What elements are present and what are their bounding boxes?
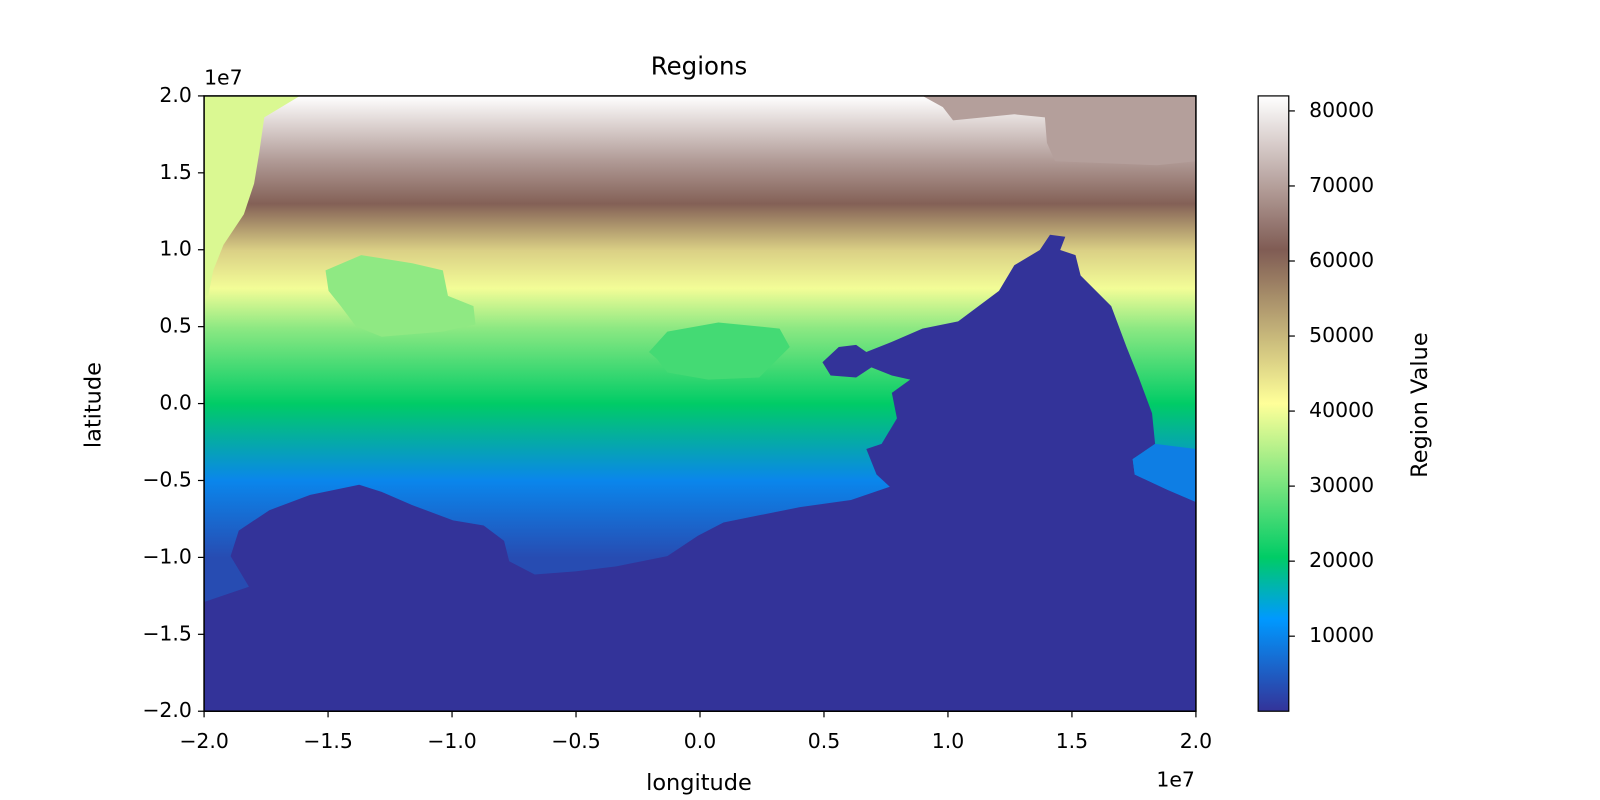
x-tick-label: −1.0 xyxy=(427,729,477,753)
colorbar-tick-label: 20000 xyxy=(1309,548,1374,572)
colorbar-tick-label: 60000 xyxy=(1309,248,1374,272)
colorbar-tick-label: 50000 xyxy=(1309,323,1374,347)
colorbar xyxy=(1257,95,1290,712)
colorbar-tick-label: 10000 xyxy=(1309,623,1374,647)
x-offset-label: 1e7 xyxy=(1156,768,1195,792)
y-tick-label: 0.5 xyxy=(159,314,191,338)
plot-area xyxy=(204,95,1196,712)
chart-title: Regions xyxy=(651,51,748,80)
colorbar-tick-label: 40000 xyxy=(1309,398,1374,422)
y-axis-label: latitude xyxy=(80,362,106,448)
region xyxy=(1132,443,1196,503)
x-tick-label: 0.0 xyxy=(684,729,716,753)
region xyxy=(204,234,1196,712)
colorbar-tick-label: 30000 xyxy=(1309,473,1374,497)
x-tick-label: −2.0 xyxy=(179,729,229,753)
x-tick-label: 1.5 xyxy=(1056,729,1088,753)
x-tick-label: 1.0 xyxy=(932,729,964,753)
colorbar-tick-label: 80000 xyxy=(1309,98,1374,122)
colorbar-tick-label: 70000 xyxy=(1309,173,1374,197)
region xyxy=(204,95,300,296)
x-tick-label: −0.5 xyxy=(551,729,601,753)
x-tick-label: 2.0 xyxy=(1180,729,1212,753)
y-tick-label: 1.5 xyxy=(159,160,191,184)
x-axis-label: longitude xyxy=(646,770,752,796)
colorbar-label: Region Value xyxy=(1407,332,1433,478)
y-tick-label: −1.5 xyxy=(142,621,192,645)
region xyxy=(648,322,790,380)
y-tick-label: 2.0 xyxy=(159,83,191,107)
y-tick-label: 1.0 xyxy=(159,237,191,261)
y-tick-label: 0.0 xyxy=(159,391,191,415)
field-band xyxy=(204,157,1196,205)
y-offset-label: 1e7 xyxy=(204,66,243,90)
y-tick-label: −0.5 xyxy=(142,467,192,491)
y-tick-label: −1.0 xyxy=(142,544,192,568)
region xyxy=(922,95,1196,166)
y-tick-label: −2.0 xyxy=(142,698,192,722)
field-band xyxy=(204,203,1196,251)
x-tick-label: 0.5 xyxy=(808,729,840,753)
region xyxy=(325,255,476,337)
x-tick-label: −1.5 xyxy=(303,729,353,753)
